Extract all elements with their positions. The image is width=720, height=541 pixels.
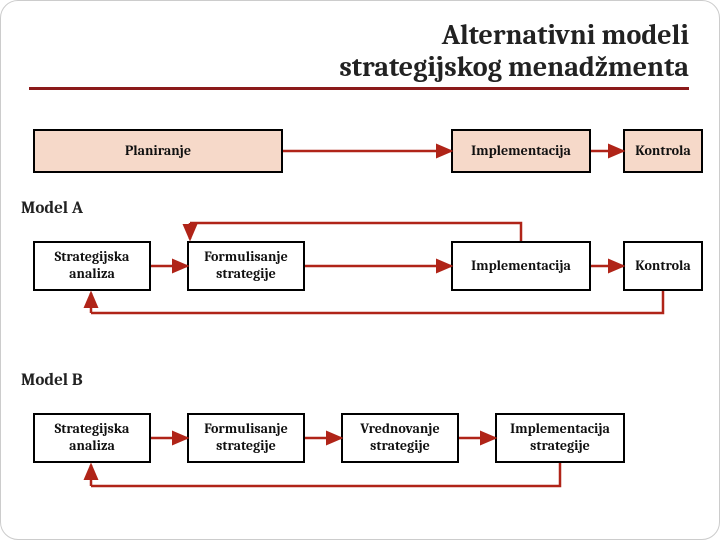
arrow-a-feedback-bot-line xyxy=(91,291,663,313)
box-label: Formulisanjestrategije xyxy=(204,249,288,283)
box-top-control: Kontrola xyxy=(623,129,703,173)
label-text: Model A xyxy=(21,199,83,218)
box-label: Implementacija xyxy=(471,143,571,160)
box-label: Implementacijastrategije xyxy=(510,421,610,455)
model-b-label: Model B xyxy=(21,371,83,390)
box-a-analysis: Strategijskaanaliza xyxy=(33,241,151,291)
box-a-control: Kontrola xyxy=(623,241,703,291)
label-text: Model B xyxy=(21,371,83,390)
page-title: Alternativni modeli strategijskog menadž… xyxy=(29,19,689,90)
box-b-implementation: Implementacijastrategije xyxy=(495,413,625,463)
arrow-b-feedback-bot-line xyxy=(91,463,560,486)
box-label: Kontrola xyxy=(635,258,691,275)
box-label: Strategijskaanaliza xyxy=(55,421,130,455)
title-line-2: strategijskog menadžmenta xyxy=(339,51,689,83)
box-top-implementation: Implementacija xyxy=(451,129,591,173)
box-b-analysis: Strategijskaanaliza xyxy=(33,413,151,463)
box-label: Strategijskaanaliza xyxy=(55,249,130,283)
box-top-planning: Planiranje xyxy=(33,129,283,173)
box-label: Implementacija xyxy=(471,258,571,275)
arrow-a-feedback-top-line xyxy=(190,223,521,241)
box-b-evaluate: Vrednovanjestrategije xyxy=(341,413,459,463)
box-label: Formulisanjestrategije xyxy=(204,421,288,455)
box-a-implementation: Implementacija xyxy=(451,241,591,291)
model-a-label: Model A xyxy=(21,199,83,218)
box-label: Kontrola xyxy=(635,143,691,160)
title-line-1: Alternativni modeli xyxy=(442,19,689,51)
box-label: Vrednovanjestrategije xyxy=(360,421,439,455)
box-b-formulate: Formulisanjestrategije xyxy=(187,413,305,463)
box-label: Planiranje xyxy=(125,143,191,160)
box-a-formulate: Formulisanjestrategije xyxy=(187,241,305,291)
